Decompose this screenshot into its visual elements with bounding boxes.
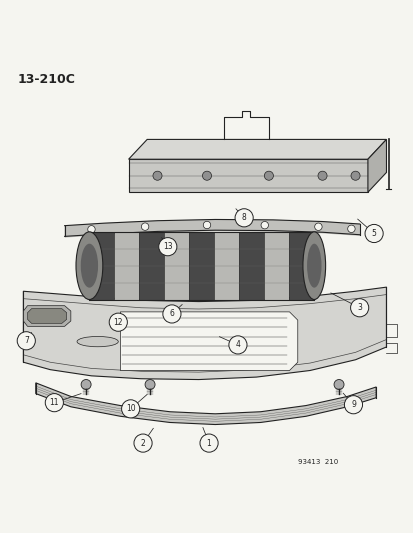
Text: 6: 6 [169, 310, 174, 318]
Circle shape [347, 225, 354, 232]
Circle shape [81, 379, 91, 390]
Circle shape [203, 221, 210, 229]
Circle shape [158, 238, 176, 256]
Circle shape [88, 225, 95, 233]
Polygon shape [128, 159, 367, 192]
Bar [239, 232, 263, 300]
Ellipse shape [302, 232, 325, 300]
Polygon shape [120, 312, 297, 370]
Circle shape [317, 171, 326, 180]
Bar [164, 232, 189, 300]
Circle shape [202, 171, 211, 180]
Circle shape [199, 434, 218, 452]
Text: 5: 5 [371, 229, 376, 238]
Ellipse shape [77, 336, 118, 347]
Bar [89, 232, 114, 300]
Polygon shape [128, 140, 386, 159]
Ellipse shape [306, 244, 321, 288]
Bar [214, 232, 239, 300]
Text: 8: 8 [241, 213, 246, 222]
Circle shape [145, 379, 155, 390]
Bar [139, 232, 164, 300]
Polygon shape [27, 309, 66, 324]
Text: 9: 9 [350, 400, 355, 409]
Circle shape [109, 313, 127, 332]
Circle shape [134, 434, 152, 452]
Polygon shape [36, 383, 375, 424]
Text: 7: 7 [24, 336, 28, 345]
Bar [114, 232, 139, 300]
Bar [189, 232, 214, 300]
Text: 3: 3 [356, 303, 361, 312]
Polygon shape [23, 306, 71, 326]
Circle shape [350, 171, 359, 180]
Circle shape [364, 224, 382, 243]
Circle shape [350, 298, 368, 317]
Ellipse shape [76, 232, 102, 300]
Circle shape [162, 305, 180, 323]
Circle shape [121, 400, 140, 418]
Text: 93413  210: 93413 210 [297, 459, 337, 465]
Text: 1: 1 [206, 439, 211, 448]
Circle shape [228, 336, 247, 354]
Circle shape [333, 379, 343, 390]
Polygon shape [23, 287, 386, 379]
Circle shape [314, 223, 321, 230]
Bar [263, 232, 289, 300]
Text: 11: 11 [50, 398, 59, 407]
Text: 10: 10 [126, 405, 135, 414]
Circle shape [45, 393, 63, 411]
Circle shape [141, 223, 148, 230]
Circle shape [152, 171, 161, 180]
Text: 12: 12 [113, 318, 123, 327]
Circle shape [261, 222, 268, 229]
Ellipse shape [81, 244, 98, 288]
Text: 13-210C: 13-210C [17, 72, 75, 86]
Text: 2: 2 [140, 439, 145, 448]
Text: 4: 4 [235, 341, 240, 350]
Polygon shape [367, 140, 386, 192]
Circle shape [264, 171, 273, 180]
Circle shape [17, 332, 35, 350]
Circle shape [344, 395, 362, 414]
Circle shape [235, 209, 253, 227]
Text: 13: 13 [163, 242, 172, 251]
Bar [289, 232, 313, 300]
